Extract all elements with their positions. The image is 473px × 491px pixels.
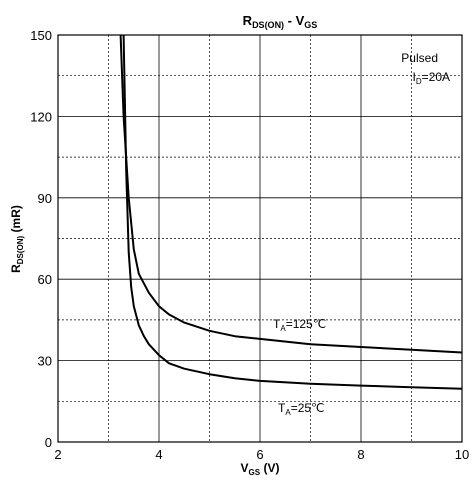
y-axis-label: RDS(ON) (mR)	[9, 205, 25, 273]
series-line-1	[122, 34, 463, 390]
y-tick-label-150: 150	[30, 28, 52, 43]
y-tick-label-60: 60	[38, 272, 52, 287]
series	[119, 34, 463, 390]
x-axis-label: VGS (V)	[241, 461, 280, 477]
x-tick-label-4: 4	[155, 447, 162, 462]
x-tick-label-10: 10	[455, 447, 469, 462]
x-tick-label-8: 8	[357, 447, 364, 462]
annotation-pulsed: Pulsed	[401, 51, 438, 65]
series-label-25c: TA=25℃	[278, 401, 325, 417]
y-tick-label-0: 0	[45, 435, 52, 450]
tick-labels: 2 4 6 8 10 0 30 60 90 120 150	[30, 28, 469, 462]
annotation-current: ID=20A	[413, 70, 450, 86]
series-label-125c: TA=125℃	[273, 317, 326, 333]
x-tick-label-2: 2	[54, 447, 61, 462]
chart-title: RDS(ON) - VGS	[243, 13, 318, 30]
x-tick-label-6: 6	[256, 447, 263, 462]
y-tick-label-30: 30	[38, 354, 52, 369]
y-tick-label-90: 90	[38, 191, 52, 206]
plot-frame	[57, 34, 463, 443]
y-tick-label-120: 120	[30, 109, 52, 124]
series-line-0	[119, 34, 463, 354]
